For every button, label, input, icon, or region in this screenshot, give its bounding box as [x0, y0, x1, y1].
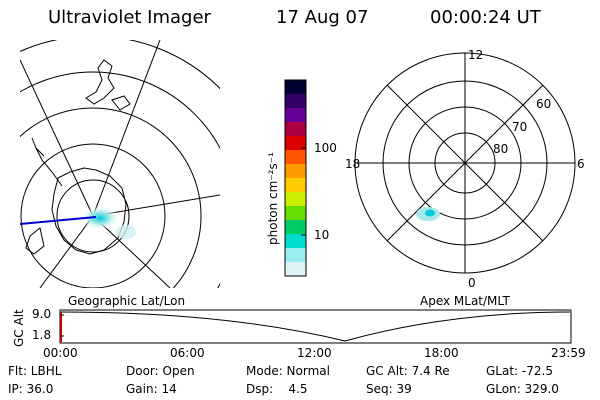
- colorbar-band: [285, 248, 306, 263]
- colorbar-band: [285, 136, 306, 151]
- geographic-map: [20, 40, 220, 288]
- status-filter: Flt: LBHL: [8, 364, 62, 378]
- status-glon: GLon: 329.0: [486, 382, 559, 396]
- lat-circle: [20, 71, 220, 288]
- apex-label: Apex MLat/MLT: [420, 294, 510, 308]
- status-gain: Gain: 14: [126, 382, 177, 396]
- peninsula-coastline: [31, 137, 63, 187]
- colorbar-label: photon cm⁻²s⁻¹: [266, 152, 280, 245]
- island-coastline: [85, 59, 115, 105]
- status-ip: IP: 36.0: [8, 382, 54, 396]
- x-tick-label: 06:00: [170, 346, 205, 360]
- colorbar-band: [285, 94, 306, 109]
- colorbar: [285, 80, 306, 277]
- island-coastline: [111, 95, 131, 111]
- x-tick-label: 23:59: [551, 346, 586, 360]
- mlt-label-12: 12: [468, 48, 484, 62]
- date-label: 17 Aug 07: [276, 7, 369, 28]
- mlat-label-80: 80: [493, 142, 509, 156]
- y-tick-label: 1.8: [32, 328, 52, 342]
- colorbar-tick-label: 100: [314, 141, 337, 155]
- time-label: 00:00:24 UT: [430, 7, 541, 28]
- meridian-line: [39, 215, 94, 288]
- colorbar-frame: [284, 79, 307, 277]
- lat-circle: [56, 179, 130, 253]
- mlat-label-70: 70: [512, 120, 528, 134]
- status-gc-alt: GC Alt: 7.4 Re: [366, 364, 450, 378]
- aurora-emission: [116, 225, 136, 239]
- satellite-track: [20, 216, 97, 225]
- meridian-line: [20, 59, 94, 217]
- mlt-line-diagonal: [386, 84, 544, 242]
- colorbar-band: [285, 206, 306, 221]
- geographic-label: Geographic Lat/Lon: [68, 294, 186, 308]
- lat-circle: [20, 40, 220, 90]
- aurora-emission-polar: [425, 209, 435, 217]
- coastline-fragment: [25, 227, 45, 255]
- colorbar-band: [285, 178, 306, 193]
- lat-circle: [20, 107, 202, 288]
- altitude-axis-label: GC Alt: [12, 309, 26, 347]
- status-dsp: Dsp: 4.5: [246, 382, 308, 396]
- mlt-label-0: 0: [468, 276, 476, 290]
- colorbar-band: [285, 150, 306, 165]
- colorbar-band: [285, 220, 306, 235]
- meridian-line: [92, 40, 161, 217]
- x-tick-label: 00:00: [43, 346, 78, 360]
- status-mode: Mode: Normal: [246, 364, 330, 378]
- mlat-label-60: 60: [536, 97, 552, 111]
- y-tick-label: 9.0: [32, 307, 52, 321]
- lat-circle: [20, 143, 166, 288]
- status-seq: Seq: 39: [366, 382, 412, 396]
- colorbar-band: [285, 80, 306, 95]
- x-tick-label: 18:00: [424, 346, 459, 360]
- colorbar-tick-label: 10: [314, 228, 330, 242]
- colorbar-band: [285, 164, 306, 179]
- colorbar-band: [285, 234, 306, 249]
- mlt-label-6: 6: [577, 157, 585, 171]
- status-glat: GLat: -72.5: [486, 364, 553, 378]
- mlt-label-18: 18: [345, 157, 361, 171]
- colorbar-band: [285, 262, 306, 277]
- instrument-title: Ultraviolet Imager: [48, 7, 211, 28]
- polar-plot: [354, 52, 576, 274]
- colorbar-band: [285, 122, 306, 137]
- colorbar-band: [285, 192, 306, 207]
- status-door: Door: Open: [126, 364, 195, 378]
- x-tick-label: 12:00: [297, 346, 332, 360]
- colorbar-band: [285, 108, 306, 123]
- altitude-curve: [60, 311, 571, 342]
- aurora-emission: [80, 206, 120, 230]
